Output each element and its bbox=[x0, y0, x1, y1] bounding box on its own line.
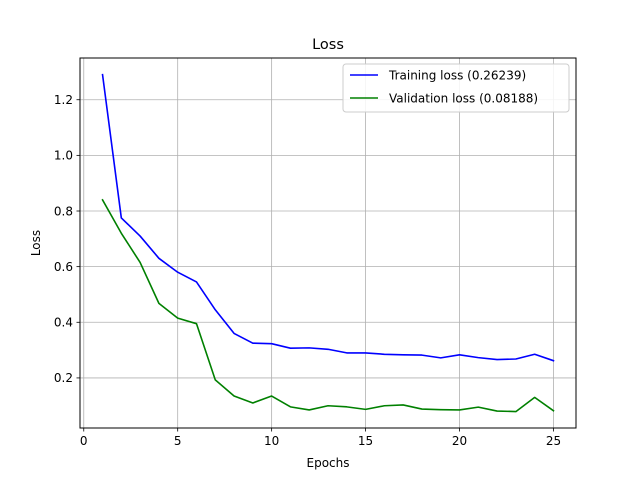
plot-frame bbox=[79, 57, 577, 429]
grid-lines bbox=[80, 58, 576, 428]
y-tick-label: 1.0 bbox=[54, 149, 73, 163]
plot-area bbox=[80, 58, 576, 428]
y-tick-label: 0.8 bbox=[54, 204, 73, 218]
y-axis-label: Loss bbox=[29, 230, 43, 256]
x-axis-ticks: 0 5 10 15 20 25 bbox=[80, 428, 561, 448]
legend-label-training: Training loss (0.26239) bbox=[388, 69, 526, 83]
y-tick-label: 0.4 bbox=[54, 316, 73, 330]
y-tick-label: 0.2 bbox=[54, 371, 73, 385]
x-tick-label: 15 bbox=[358, 434, 373, 448]
x-tick-label: 10 bbox=[264, 434, 279, 448]
y-axis-ticks: 0.2 0.4 0.6 0.8 1.0 1.2 bbox=[54, 93, 80, 385]
y-tick-label: 0.6 bbox=[54, 260, 73, 274]
x-axis-label: Epochs bbox=[307, 456, 350, 470]
legend-label-validation: Validation loss (0.08188) bbox=[389, 92, 538, 106]
series-layer bbox=[101, 73, 555, 413]
legend: Training loss (0.26239) Validation loss … bbox=[342, 63, 570, 113]
x-tick-label: 0 bbox=[80, 434, 88, 448]
x-tick-label: 5 bbox=[174, 434, 182, 448]
y-tick-label: 1.2 bbox=[54, 93, 73, 107]
x-tick-label: 25 bbox=[546, 434, 561, 448]
x-tick-label: 20 bbox=[452, 434, 467, 448]
legend-box bbox=[342, 63, 570, 113]
validation-loss-line bbox=[101, 198, 555, 413]
chart-title: Loss bbox=[312, 37, 344, 53]
training-loss-line bbox=[101, 73, 555, 362]
